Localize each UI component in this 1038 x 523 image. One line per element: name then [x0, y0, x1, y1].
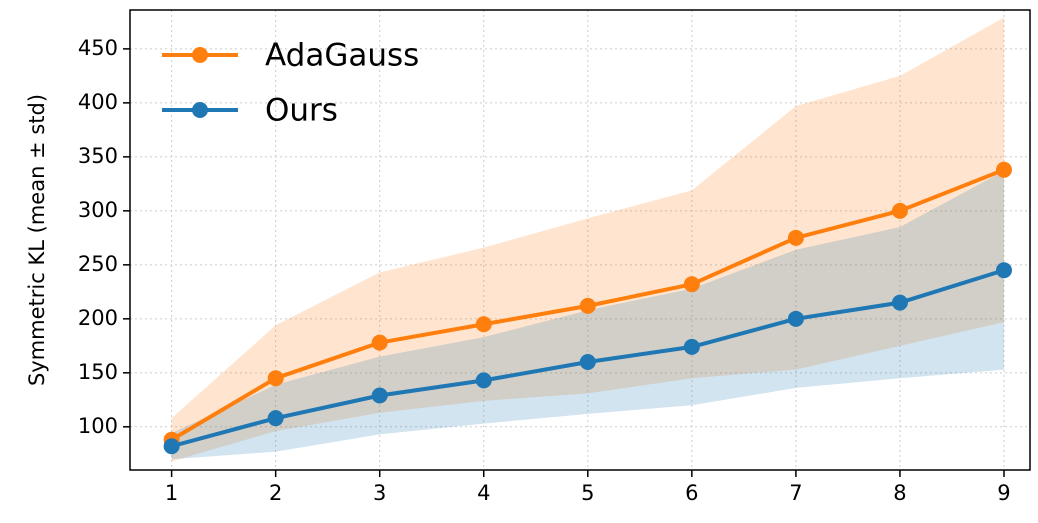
marker	[787, 229, 804, 246]
marker	[163, 438, 180, 455]
y-tick-label: 150	[78, 360, 118, 384]
marker	[579, 354, 596, 371]
marker	[787, 310, 804, 327]
y-tick-label: 350	[78, 144, 118, 168]
y-axis-label: Symmetric KL (mean ± std)	[25, 94, 49, 386]
y-tick-label: 450	[78, 36, 118, 60]
marker	[267, 410, 284, 427]
x-tick-label: 1	[165, 481, 178, 505]
legend-label: AdaGauss	[265, 38, 419, 74]
y-tick-label: 250	[78, 252, 118, 276]
x-tick-label: 8	[893, 481, 906, 505]
y-tick-label: 300	[78, 198, 118, 222]
marker	[683, 338, 700, 355]
y-tick-label: 100	[78, 414, 118, 438]
std-band	[171, 170, 1004, 460]
y-tick-label: 200	[78, 306, 118, 330]
x-tick-label: 5	[581, 481, 594, 505]
x-tick-label: 4	[477, 481, 490, 505]
marker	[371, 334, 388, 351]
legend-marker	[192, 47, 208, 63]
marker	[267, 370, 284, 387]
marker	[891, 294, 908, 311]
legend-label: Ours	[265, 93, 338, 129]
marker	[579, 297, 596, 314]
x-tick-label: 7	[789, 481, 802, 505]
marker	[995, 161, 1012, 178]
x-tick-label: 9	[997, 481, 1010, 505]
plot-frame	[129, 9, 1031, 471]
marker	[891, 202, 908, 219]
legend-marker	[192, 102, 208, 118]
y-tick-label: 400	[78, 90, 118, 114]
marker	[371, 387, 388, 404]
marker	[475, 372, 492, 389]
x-tick-label: 6	[685, 481, 698, 505]
x-tick-label: 2	[269, 481, 282, 505]
marker	[683, 276, 700, 293]
marker	[475, 316, 492, 333]
marker	[995, 262, 1012, 279]
x-tick-label: 3	[373, 481, 386, 505]
